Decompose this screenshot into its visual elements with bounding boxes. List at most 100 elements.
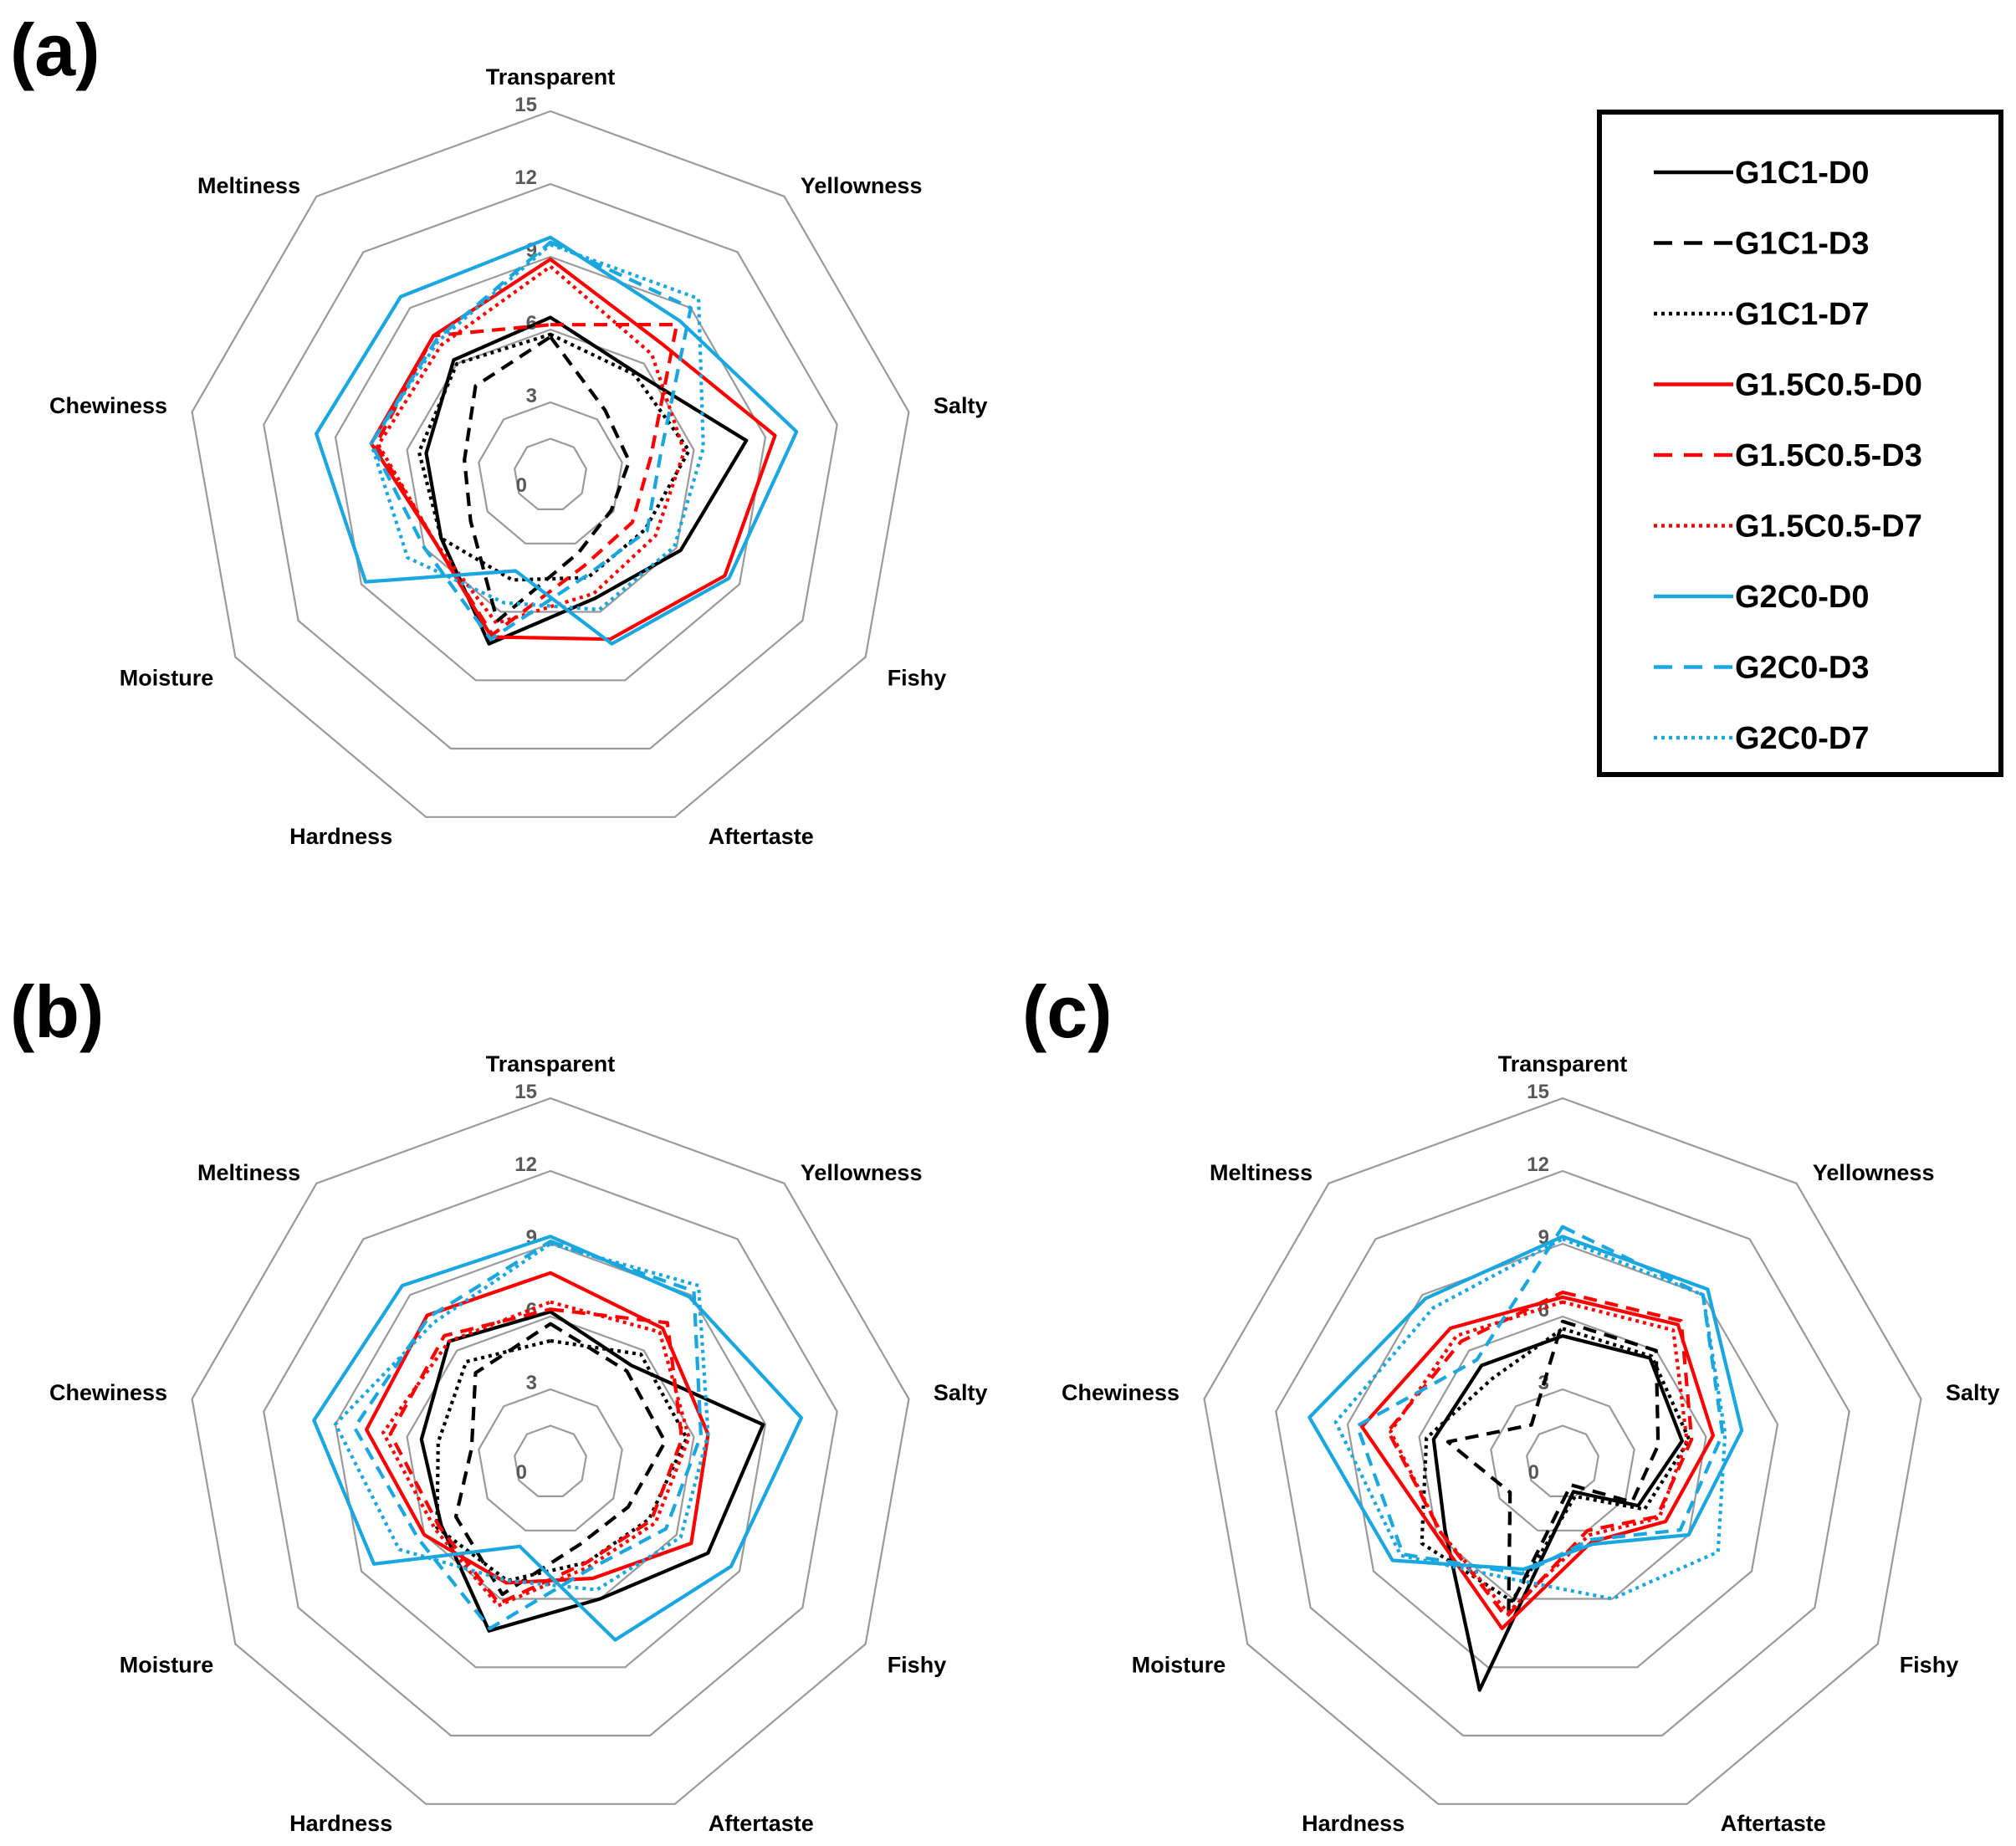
- panel-label: (b): [10, 970, 104, 1053]
- axis-label-chewiness: Chewiness: [1062, 1380, 1179, 1405]
- tick-label: 12: [514, 1153, 537, 1176]
- series-g2c0-d3: [369, 240, 693, 642]
- grid-ring-0: [514, 1424, 587, 1498]
- legend-item-g1-5c0-5-d7: G1.5C0.5-D7: [1654, 509, 1922, 545]
- radar-panel-a: (a)03691215TransparentYellownessSaltyFis…: [10, 8, 987, 849]
- legend-item-g2c0-d3: G2C0-D3: [1654, 651, 1870, 686]
- grid-ring-3: [478, 401, 623, 545]
- series-g2c0-d7: [369, 243, 705, 611]
- grid-ring-9: [1346, 1242, 1779, 1669]
- series-g2c0-d3: [352, 1239, 704, 1631]
- legend-item-g1c1-d0: G1C1-D0: [1654, 156, 1870, 191]
- legend-item-g1-5c0-5-d3: G1.5C0.5-D3: [1654, 438, 1922, 473]
- tick-label: 0: [516, 1461, 527, 1484]
- series-g1-5c0-5-d3: [388, 1307, 684, 1606]
- tick-label: 6: [526, 312, 537, 335]
- axis-label-aftertaste: Aftertaste: [1721, 1811, 1826, 1836]
- grid-ring-12: [263, 182, 838, 750]
- tick-label: 12: [514, 166, 537, 189]
- axis-label-moisture: Moisture: [120, 666, 214, 691]
- grid-ring-0: [514, 437, 587, 511]
- tick-label: 15: [514, 1081, 537, 1103]
- tick-label: 3: [526, 1372, 537, 1394]
- series-g2c0-d7: [333, 1241, 710, 1592]
- tick-label: 0: [1528, 1461, 1539, 1484]
- axis-label-aftertaste: Aftertaste: [709, 1811, 814, 1836]
- tick-label: 3: [526, 385, 537, 407]
- radar-panel-b: (b)03691215TransparentYellownessSaltyFis…: [10, 970, 987, 1836]
- grid-ring-9: [334, 1242, 767, 1669]
- axis-label-transparent: Transparent: [486, 64, 616, 89]
- grid-ring-9: [334, 255, 767, 682]
- series-g1-5c0-5-d3: [1386, 1290, 1694, 1619]
- grid-ring-15: [191, 110, 910, 818]
- legend-item-g1-5c0-5-d0: G1.5C0.5-D0: [1654, 368, 1922, 403]
- axis-label-moisture: Moisture: [120, 1653, 214, 1678]
- legend-label: G1C1-D7: [1735, 297, 1870, 332]
- panel-label: (a): [10, 8, 100, 91]
- series-g1c1-d3: [453, 1322, 668, 1597]
- series-g1-5c0-5-d7: [376, 264, 687, 626]
- grid-ring-15: [191, 1097, 910, 1805]
- legend-item-g1c1-d3: G1C1-D3: [1654, 227, 1870, 262]
- tick-label: 15: [1527, 1081, 1549, 1103]
- legend-label: G1C1-D0: [1735, 156, 1870, 191]
- tick-label: 12: [1527, 1153, 1549, 1176]
- series-g2c0-d7: [1333, 1237, 1727, 1601]
- legend-label: G2C0-D3: [1735, 651, 1870, 686]
- tick-label: 0: [516, 474, 527, 497]
- series-g1c1-d3: [1445, 1319, 1660, 1613]
- radar-panel-c: (c)03691215TransparentYellownessSaltyFis…: [1022, 970, 1999, 1836]
- grid-ring-15: [1203, 1097, 1922, 1805]
- legend-box: [1597, 110, 2003, 777]
- legend-label: G1C1-D3: [1735, 227, 1870, 262]
- legend-item-g2c0-d0: G2C0-D0: [1654, 580, 1870, 615]
- legend-item-g2c0-d7: G2C0-D7: [1654, 721, 1870, 756]
- grid-ring-6: [406, 1315, 695, 1600]
- legend: G1C1-D0 G1C1-D3 G1C1-D7 G1.5C0.5-D0 G1.5C0.5…: [1597, 110, 2003, 777]
- axis-label-fishy: Fishy: [1900, 1653, 1959, 1678]
- series-g1-5c0-5-d0: [1359, 1295, 1716, 1631]
- legend-label: G2C0-D0: [1735, 580, 1870, 615]
- grid-ring-12: [1275, 1169, 1850, 1737]
- grid-ring-3: [1490, 1388, 1635, 1532]
- axis-label-meltiness: Meltiness: [1210, 1160, 1312, 1185]
- axis-label-meltiness: Meltiness: [197, 1160, 300, 1185]
- axis-label-hardness: Hardness: [289, 824, 392, 849]
- axis-label-yellowness: Yellowness: [1813, 1160, 1935, 1185]
- series-g1c1-d7: [1420, 1327, 1691, 1603]
- series-g1c1-d0: [419, 1310, 765, 1633]
- axis-label-meltiness: Meltiness: [197, 173, 300, 198]
- axis-label-hardness: Hardness: [289, 1811, 392, 1836]
- axis-label-aftertaste: Aftertaste: [709, 824, 814, 849]
- series-g2c0-d0: [312, 1235, 804, 1642]
- grid-ring-0: [1526, 1424, 1599, 1498]
- axis-label-fishy: Fishy: [888, 1653, 947, 1678]
- axis-label-transparent: Transparent: [1498, 1051, 1628, 1076]
- axis-label-salty: Salty: [934, 1380, 988, 1405]
- grid-ring-3: [478, 1388, 623, 1532]
- axis-label-transparent: Transparent: [486, 1051, 616, 1076]
- series-g1-5c0-5-d7: [381, 1300, 691, 1608]
- legend-item-g1c1-d7: G1C1-D7: [1654, 297, 1870, 332]
- grid-ring-6: [1418, 1315, 1707, 1600]
- legend-label: G1.5C0.5-D3: [1735, 438, 1922, 473]
- axis-label-hardness: Hardness: [1302, 1811, 1405, 1836]
- axis-label-salty: Salty: [1946, 1380, 2000, 1405]
- axis-label-moisture: Moisture: [1132, 1653, 1226, 1678]
- grid-ring-12: [263, 1169, 838, 1737]
- panel-label: (c): [1022, 970, 1113, 1053]
- axis-label-salty: Salty: [934, 393, 988, 418]
- axis-label-yellowness: Yellowness: [801, 1160, 923, 1185]
- legend-label: G2C0-D7: [1735, 721, 1870, 756]
- axis-label-yellowness: Yellowness: [801, 173, 923, 198]
- axis-label-chewiness: Chewiness: [49, 393, 167, 418]
- series-g1-5c0-5-d0: [369, 257, 777, 642]
- axis-label-chewiness: Chewiness: [49, 1380, 167, 1405]
- legend-label: G1.5C0.5-D0: [1735, 368, 1922, 403]
- series-g1-5c0-5-d3: [374, 323, 679, 637]
- legend-label: G1.5C0.5-D7: [1735, 509, 1922, 545]
- tick-label: 15: [514, 94, 537, 116]
